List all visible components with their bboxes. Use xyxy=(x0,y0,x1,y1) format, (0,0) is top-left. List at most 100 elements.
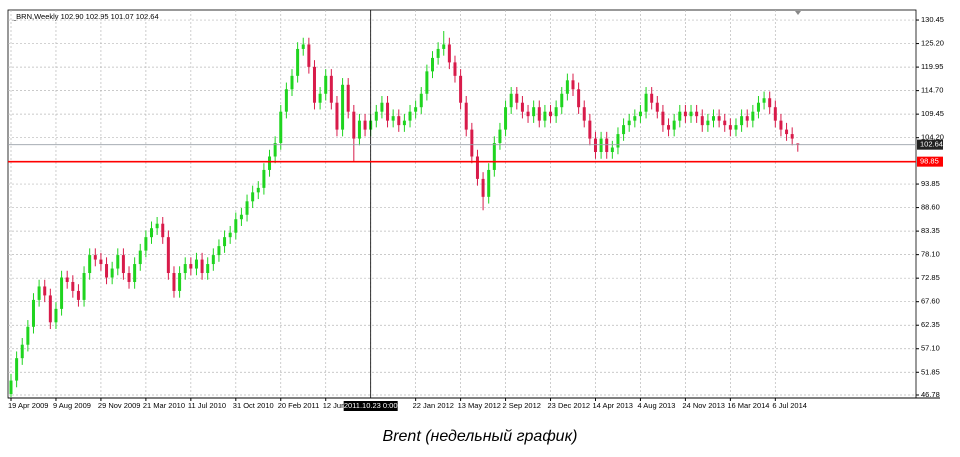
candle-body xyxy=(296,48,300,76)
candle-body xyxy=(116,255,120,269)
candle-body xyxy=(638,111,642,117)
candle-body xyxy=(627,120,631,126)
candle-body xyxy=(622,125,626,135)
candle-body xyxy=(335,102,339,130)
candle-body xyxy=(543,111,547,121)
candle-body xyxy=(689,111,693,117)
candle-body xyxy=(133,264,137,282)
candle-body xyxy=(740,116,744,126)
candle-body xyxy=(588,120,592,139)
candle-body xyxy=(352,111,356,139)
candle-body xyxy=(60,277,64,309)
x-tick-label: 31 Oct 2010 xyxy=(233,401,274,410)
candle-body xyxy=(110,268,114,278)
candle-body xyxy=(655,102,659,112)
x-tick-label: 24 Nov 2013 xyxy=(682,401,725,410)
candle-body xyxy=(245,201,249,215)
candle-body xyxy=(105,264,109,278)
x-tick-label: 22 Jan 2012 xyxy=(413,401,454,410)
y-tick-label: 93.85 xyxy=(921,179,940,188)
candle-body xyxy=(200,259,204,274)
y-tick-label: 125.20 xyxy=(921,39,944,48)
last-price-label: 102.64 xyxy=(920,140,943,149)
candle-body xyxy=(633,116,637,121)
candle-body xyxy=(88,255,92,274)
level-box xyxy=(917,156,943,167)
candle-body xyxy=(228,232,232,238)
candle-body xyxy=(251,192,255,202)
candle-body xyxy=(20,344,24,359)
candle-body xyxy=(256,187,260,193)
candle-body xyxy=(762,98,766,103)
candle-body xyxy=(76,290,80,300)
candle-body xyxy=(374,111,378,121)
candle-body xyxy=(346,84,350,112)
y-tick-label: 62.35 xyxy=(921,320,940,329)
candle-body xyxy=(155,223,159,229)
candle-body xyxy=(560,93,564,108)
y-tick-label: 104.20 xyxy=(921,133,944,142)
candle-body xyxy=(599,138,603,153)
candle-body xyxy=(695,111,699,117)
candle-body xyxy=(431,57,434,72)
candle-body xyxy=(700,116,704,126)
candle-body xyxy=(419,93,423,108)
candle-body xyxy=(273,143,277,157)
plot-frame xyxy=(7,9,917,399)
candle-body xyxy=(756,102,760,112)
candle-body xyxy=(442,44,446,49)
x-tick-label: 6 Jul 2014 xyxy=(772,401,807,410)
grid xyxy=(8,10,916,398)
candle-body xyxy=(498,129,502,144)
candle-body xyxy=(745,116,749,121)
candle-body xyxy=(363,120,367,130)
candle-body xyxy=(706,120,710,126)
candle-body xyxy=(138,250,142,265)
candle-body xyxy=(667,125,671,130)
candle-body xyxy=(532,107,536,117)
candle-body xyxy=(178,273,182,291)
candle-body xyxy=(464,102,468,130)
caption: Brent (недельный график) xyxy=(383,428,578,445)
candle-body xyxy=(459,75,463,103)
candle-body xyxy=(408,111,412,121)
candle-body xyxy=(26,326,30,345)
x-tick-label: 20 Feb 2011 xyxy=(278,401,320,410)
last-price-box xyxy=(917,139,943,150)
y-tick-label: 78.10 xyxy=(921,250,940,259)
candle-body xyxy=(414,107,418,112)
candle-body xyxy=(773,107,777,121)
candle-body xyxy=(65,277,69,282)
candle-body xyxy=(571,80,575,90)
candle-body xyxy=(768,98,772,108)
candle-body xyxy=(161,223,165,238)
candle-body xyxy=(734,125,738,130)
x-tick-label: 16 Mar 2014 xyxy=(727,401,769,410)
candle-body xyxy=(234,219,238,233)
candle-body xyxy=(391,116,395,121)
candle-body xyxy=(183,264,187,274)
candle-body xyxy=(447,44,451,63)
candle-body xyxy=(166,237,170,274)
candle-body xyxy=(565,80,569,94)
candle-body xyxy=(650,93,654,103)
candle-body xyxy=(487,169,491,197)
candle-body xyxy=(318,93,322,103)
y-tick-label: 83.35 xyxy=(921,226,940,235)
level-label: 98.85 xyxy=(920,157,939,166)
candle-body xyxy=(475,156,479,179)
candle-body xyxy=(284,89,288,112)
x-tick-label: 14 Apr 2013 xyxy=(592,401,632,410)
x-tick-label: 13 May 2012 xyxy=(458,401,501,410)
candle-body xyxy=(329,75,333,103)
candle-body xyxy=(678,111,682,121)
candle-body xyxy=(582,107,586,121)
candle-body xyxy=(217,246,221,256)
x-tick-label: 21 Mar 2010 xyxy=(143,401,185,410)
candle-body xyxy=(239,214,243,220)
x-tick-label: 29 Nov 2009 xyxy=(98,401,141,410)
candle-body xyxy=(577,89,581,108)
candle-body xyxy=(526,111,530,117)
candle-body xyxy=(610,147,614,153)
candle-body xyxy=(9,380,13,395)
